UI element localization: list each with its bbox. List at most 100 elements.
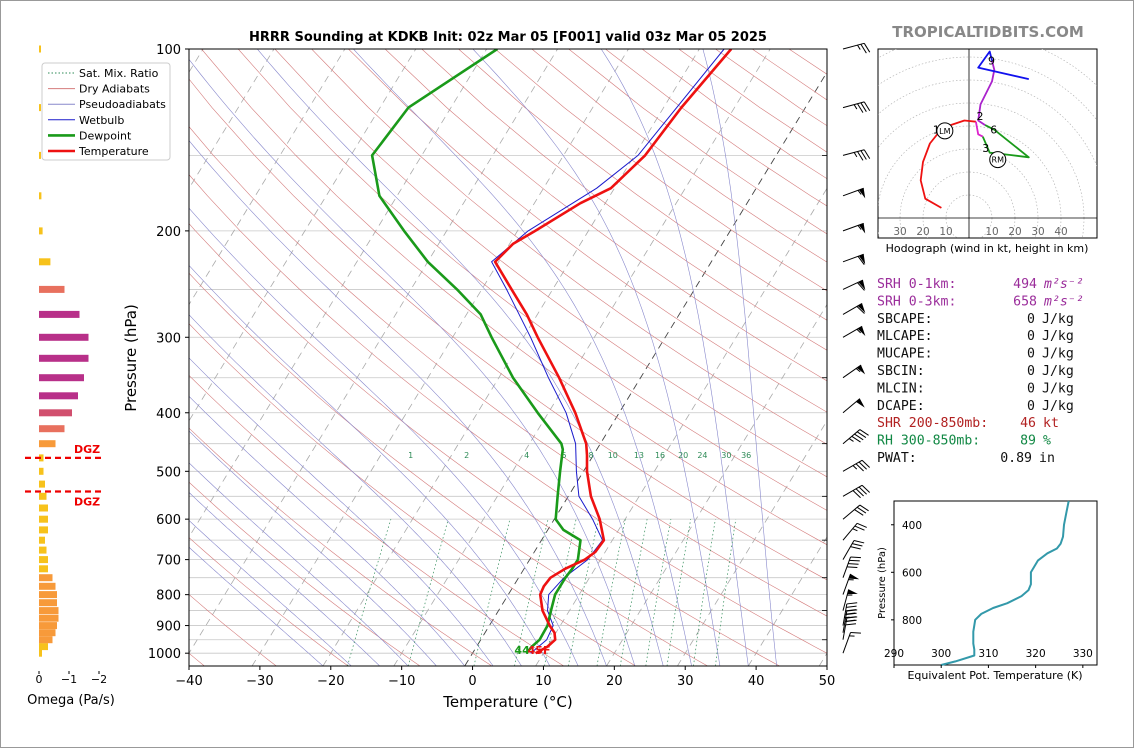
barb-full bbox=[862, 459, 870, 469]
skewt-axes-frame bbox=[189, 49, 827, 666]
x-tick-label: −20 bbox=[317, 674, 344, 689]
wind-barb bbox=[843, 149, 870, 165]
mixing-ratio-label: 20 bbox=[678, 451, 688, 460]
hodograph-axis-label: 30 bbox=[1031, 226, 1044, 238]
hodograph-axis-label: 20 bbox=[916, 226, 929, 238]
stat-unit: kt bbox=[1043, 416, 1059, 431]
y-tick-label: 700 bbox=[156, 554, 181, 569]
omega-bar bbox=[39, 537, 45, 544]
wind-barb bbox=[843, 574, 860, 598]
omega-bar bbox=[39, 227, 43, 234]
omega-bar bbox=[39, 574, 53, 581]
omega-bar bbox=[39, 258, 50, 265]
omega-bar bbox=[39, 374, 84, 381]
wind-barb bbox=[843, 43, 870, 59]
hodograph-caption: Hodograph (wind in kt, height in km) bbox=[886, 242, 1089, 255]
wind-barb bbox=[843, 254, 867, 271]
stat-label: MUCAPE: bbox=[877, 347, 933, 362]
barb-full bbox=[859, 461, 867, 471]
omega-tick-label: 0 bbox=[36, 673, 43, 686]
barb-full bbox=[862, 484, 870, 494]
wind-barb bbox=[843, 303, 867, 323]
barb-full bbox=[851, 630, 861, 636]
omega-bar bbox=[39, 46, 41, 53]
omega-bar bbox=[39, 636, 53, 643]
skewt-xlabel: Temperature (°C) bbox=[442, 693, 572, 711]
mixing-ratio-label: 8 bbox=[589, 451, 594, 460]
y-tick-label: 500 bbox=[156, 465, 181, 480]
omega-bar bbox=[39, 409, 72, 416]
wetbulb-profile bbox=[492, 49, 724, 653]
x-tick-label: 0 bbox=[468, 674, 476, 689]
mixing-ratio-label: 16 bbox=[655, 451, 665, 460]
pseudoadiabat-line bbox=[120, 49, 607, 666]
stat-label: PWAT: bbox=[877, 451, 917, 466]
stat-unit: J/kg bbox=[1042, 381, 1074, 396]
omega-bar bbox=[39, 286, 65, 293]
stat-value: 0 bbox=[1027, 329, 1035, 344]
hodograph-height-label: 3 bbox=[982, 142, 989, 155]
thetae-y-tick-label: 400 bbox=[902, 520, 922, 532]
stat-unit: J/kg bbox=[1042, 347, 1074, 362]
omega-bar bbox=[39, 516, 48, 523]
omega-bar bbox=[39, 334, 89, 341]
wind-barb bbox=[843, 223, 867, 240]
wind-barb bbox=[843, 630, 861, 657]
y-tick-label: 800 bbox=[156, 589, 181, 604]
freezing-isotherm bbox=[465, 49, 841, 666]
wind-barb bbox=[843, 188, 867, 205]
y-tick-label: 100 bbox=[156, 43, 181, 58]
barb-half bbox=[857, 45, 860, 50]
omega-tick-label: −2 bbox=[91, 673, 107, 686]
mixing-ratio-line bbox=[646, 519, 671, 666]
stat-value: 89 bbox=[1020, 434, 1036, 449]
legend-label: Dry Adiabats bbox=[79, 83, 150, 96]
mixing-ratio-line bbox=[408, 519, 448, 666]
stat-unit: m²s⁻² bbox=[1043, 277, 1084, 292]
thetae-xlabel: Equivalent Pot. Temperature (K) bbox=[907, 669, 1082, 682]
omega-bar bbox=[39, 192, 41, 199]
mixing-ratio-label: 1 bbox=[408, 451, 413, 460]
x-tick-label: 50 bbox=[819, 674, 836, 689]
stat-value: 658 bbox=[1013, 294, 1037, 309]
omega-xlabel: Omega (Pa/s) bbox=[27, 693, 115, 708]
omega-bar bbox=[39, 440, 56, 447]
thetae-x-tick-label: 330 bbox=[1073, 648, 1093, 660]
omega-bar bbox=[39, 615, 59, 622]
mixing-ratio-label: 36 bbox=[741, 451, 751, 460]
hodograph-axis-label: 10 bbox=[985, 226, 998, 238]
stat-unit: % bbox=[1043, 434, 1051, 449]
barb-flag bbox=[849, 574, 860, 582]
stat-unit: in bbox=[1039, 451, 1055, 466]
chart-title: HRRR Sounding at KDKB Init: 02z Mar 05 [… bbox=[249, 30, 767, 45]
isotherm-line bbox=[536, 49, 912, 666]
omega-bar bbox=[39, 565, 48, 572]
barb-staff bbox=[843, 399, 860, 413]
x-tick-label: −10 bbox=[388, 674, 415, 689]
stat-unit: J/kg bbox=[1042, 312, 1074, 327]
wind-barb bbox=[843, 503, 869, 527]
wind-barb bbox=[843, 326, 867, 346]
barb-full bbox=[856, 487, 864, 497]
barb-full bbox=[859, 486, 867, 496]
barb-full bbox=[846, 622, 856, 627]
omega-bar bbox=[39, 468, 44, 475]
stat-value: 0 bbox=[1027, 399, 1035, 414]
mixing-ratio-line bbox=[568, 519, 598, 666]
stat-unit: J/kg bbox=[1042, 364, 1074, 379]
skewt-ylabel: Pressure (hPa) bbox=[122, 304, 140, 412]
stat-label: MLCIN: bbox=[877, 381, 925, 396]
omega-bar bbox=[39, 547, 47, 554]
x-tick-label: 30 bbox=[677, 674, 694, 689]
stat-value: 0 bbox=[1027, 381, 1035, 396]
stat-label: RH 300-850mb: bbox=[877, 434, 980, 449]
omega-bar bbox=[39, 591, 57, 598]
storm-motion-label: RM bbox=[992, 156, 1005, 165]
temperature-profile bbox=[495, 49, 731, 653]
stat-unit: J/kg bbox=[1042, 399, 1074, 414]
omega-bar bbox=[39, 425, 65, 432]
